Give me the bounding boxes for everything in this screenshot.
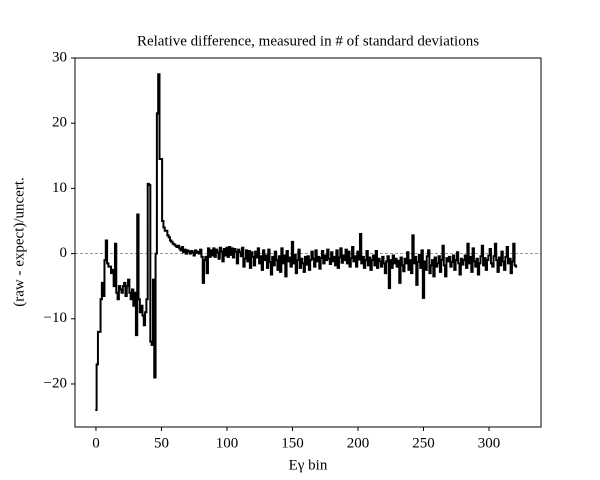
x-tick-label: 200 [347,435,370,451]
plot-area: 0 50 100 150 200 250 300 −20 −10 0 10 20 30 [44,49,542,451]
x-tick-label: 250 [412,435,435,451]
axes-frame [74,57,542,428]
y-tick-label: 20 [52,115,67,131]
x-tick-label: 100 [216,435,239,451]
y-axis-label: (raw - expect)/uncert. [11,177,27,307]
y-tick-label: 30 [52,49,67,65]
x-tick-label: 150 [281,435,304,451]
y-tick-label: −20 [44,375,67,391]
chart-title: Relative difference, measured in # of st… [137,33,479,49]
y-tick-label: 0 [60,245,68,261]
x-tick-label: 300 [478,435,501,451]
x-tick-label: 0 [92,435,100,451]
data-line [95,73,518,412]
y-tick-label: 10 [52,180,67,196]
y-tick-label: −10 [44,310,67,326]
x-axis-label: Eγ bin [289,457,328,473]
x-tick-label: 50 [154,435,169,451]
